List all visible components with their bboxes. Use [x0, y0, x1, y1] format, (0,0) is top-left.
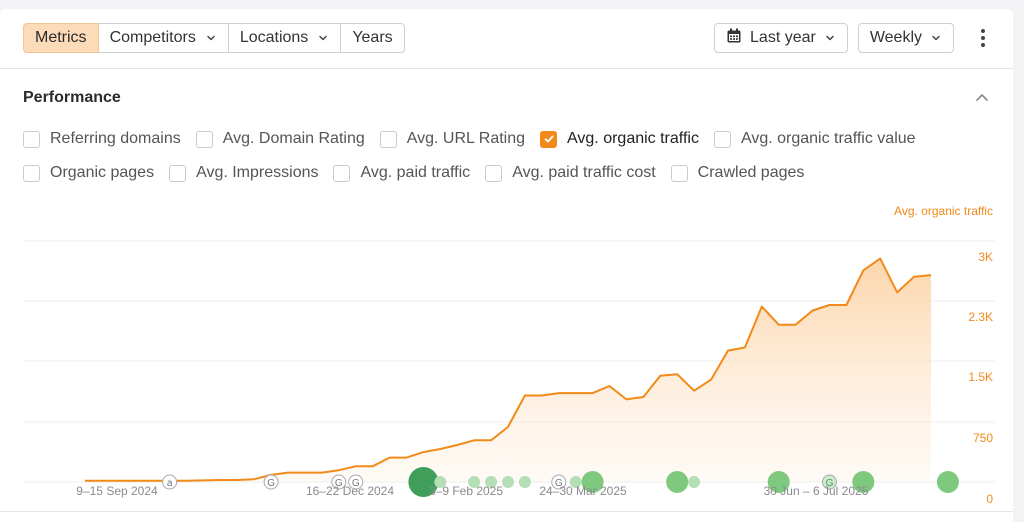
annotation-marker[interactable]: G — [263, 474, 279, 490]
metric-label: Referring domains — [50, 130, 181, 147]
checkbox[interactable] — [23, 130, 40, 148]
chevron-down-icon — [930, 32, 942, 44]
event-dot[interactable] — [408, 467, 439, 497]
check-icon — [544, 135, 554, 143]
annotation-marker[interactable]: G — [551, 474, 567, 490]
performance-card: Metrics Competitors Locations Years — [0, 9, 1013, 522]
x-tick-label: 24–30 Mar 2025 — [539, 484, 627, 498]
metric-label: Avg. organic traffic value — [740, 130, 916, 147]
x-tick-label: 30 Jun – 6 Jul 2025 — [763, 484, 869, 498]
date-range-dropdown[interactable]: Last year — [714, 23, 848, 53]
chevron-down-icon — [824, 32, 836, 44]
calendar-icon — [726, 28, 742, 49]
event-dot[interactable] — [666, 471, 689, 493]
y-tick-label: 3K — [978, 250, 993, 264]
metric-label: Avg. URL Rating — [406, 130, 526, 147]
metric-crawled-pages[interactable]: Crawled pages — [670, 164, 805, 182]
divider — [0, 511, 1013, 512]
interval-dropdown[interactable]: Weekly — [857, 23, 954, 53]
date-range-label: Last year — [750, 29, 816, 46]
metric-label: Avg. Domain Rating — [222, 130, 365, 147]
checkbox[interactable] — [195, 130, 213, 148]
view-tabs: Metrics Competitors Locations Years — [23, 23, 405, 53]
x-tick-label: 16–22 Dec 2024 — [305, 484, 395, 498]
tab-label: Metrics — [35, 29, 87, 46]
svg-text:G: G — [335, 478, 343, 489]
event-dot[interactable] — [852, 471, 875, 493]
y-tick-label: 2.3K — [968, 310, 993, 324]
svg-text:G: G — [267, 478, 275, 489]
metric-row: Organic pages Avg. Impressions Avg. paid… — [23, 164, 819, 182]
x-tick-label: 3–9 Feb 2025 — [428, 484, 504, 498]
traffic-area — [85, 258, 931, 482]
checkbox-checked[interactable] — [540, 130, 558, 148]
event-dot[interactable] — [434, 476, 447, 488]
metric-avg-impressions[interactable]: Avg. Impressions — [169, 164, 318, 182]
metric-avg-domain-rating[interactable]: Avg. Domain Rating — [195, 130, 365, 148]
tab-years[interactable]: Years — [340, 23, 405, 53]
metric-label: Avg. organic traffic — [567, 130, 699, 147]
svg-text:a: a — [167, 478, 173, 489]
svg-text:G: G — [555, 478, 563, 489]
checkbox[interactable] — [23, 164, 40, 182]
annotation-marker[interactable]: a — [162, 474, 178, 490]
metric-label: Organic pages — [50, 164, 155, 181]
y-tick-label: 750 — [972, 431, 993, 445]
annotation-marker[interactable]: G — [821, 474, 837, 490]
event-dot[interactable] — [688, 476, 701, 488]
toolbar-right: Last year Weekly — [714, 23, 994, 53]
tab-label: Locations — [239, 29, 309, 46]
checkbox[interactable] — [379, 130, 397, 148]
metric-avg-url-rating[interactable]: Avg. URL Rating — [379, 130, 526, 148]
metric-referring-domains[interactable]: Referring domains — [23, 130, 181, 148]
metric-avg-organic-traffic[interactable]: Avg. organic traffic — [540, 130, 699, 148]
tab-competitors[interactable]: Competitors — [97, 23, 229, 53]
svg-text:G: G — [352, 478, 360, 489]
chevron-down-icon — [205, 32, 217, 44]
event-dot[interactable] — [936, 471, 959, 493]
chart-series-label: Avg. organic traffic — [894, 204, 993, 218]
interval-label: Weekly — [869, 29, 922, 46]
event-dot[interactable] — [569, 476, 582, 488]
annotation-marker[interactable]: G — [348, 474, 364, 490]
y-tick-label: 0 — [986, 492, 993, 506]
traffic-line — [85, 257, 932, 482]
metric-label: Avg. Impressions — [196, 164, 319, 181]
tab-label: Competitors — [109, 29, 196, 46]
checkbox[interactable] — [713, 130, 731, 148]
tab-locations[interactable]: Locations — [227, 23, 342, 53]
y-tick-label: 1.5K — [968, 370, 993, 384]
event-dot[interactable] — [468, 476, 481, 488]
event-dot[interactable] — [581, 471, 604, 493]
annotation-marker[interactable]: G — [331, 474, 347, 490]
metric-row: Referring domains Avg. Domain Rating Avg… — [23, 130, 931, 148]
event-dot[interactable] — [502, 476, 514, 488]
metric-label: Avg. paid traffic — [360, 164, 471, 181]
tab-metrics[interactable]: Metrics — [23, 23, 99, 53]
chevron-up-icon[interactable] — [973, 89, 991, 107]
event-dot[interactable] — [767, 471, 790, 493]
checkbox[interactable] — [485, 164, 503, 182]
checkbox[interactable] — [169, 164, 187, 182]
checkbox[interactable] — [333, 164, 351, 182]
metric-avg-paid-traffic-cost[interactable]: Avg. paid traffic cost — [485, 164, 656, 182]
toolbar: Metrics Competitors Locations Years — [0, 9, 1013, 69]
chevron-down-icon — [317, 32, 329, 44]
metric-label: Crawled pages — [697, 164, 805, 181]
kebab-icon[interactable] — [972, 23, 994, 53]
metric-organic-pages[interactable]: Organic pages — [23, 164, 154, 182]
x-tick-label: 9–15 Sep 2024 — [76, 484, 158, 498]
metric-avg-organic-traffic-value[interactable]: Avg. organic traffic value — [713, 130, 916, 148]
metric-label: Avg. paid traffic cost — [512, 164, 656, 181]
checkbox[interactable] — [670, 164, 688, 182]
tab-label: Years — [352, 29, 393, 46]
svg-text:G: G — [826, 478, 834, 489]
section-title: Performance — [23, 89, 121, 106]
event-dot[interactable] — [485, 476, 498, 488]
metric-avg-paid-traffic[interactable]: Avg. paid traffic — [333, 164, 470, 182]
event-dot[interactable] — [518, 476, 531, 488]
